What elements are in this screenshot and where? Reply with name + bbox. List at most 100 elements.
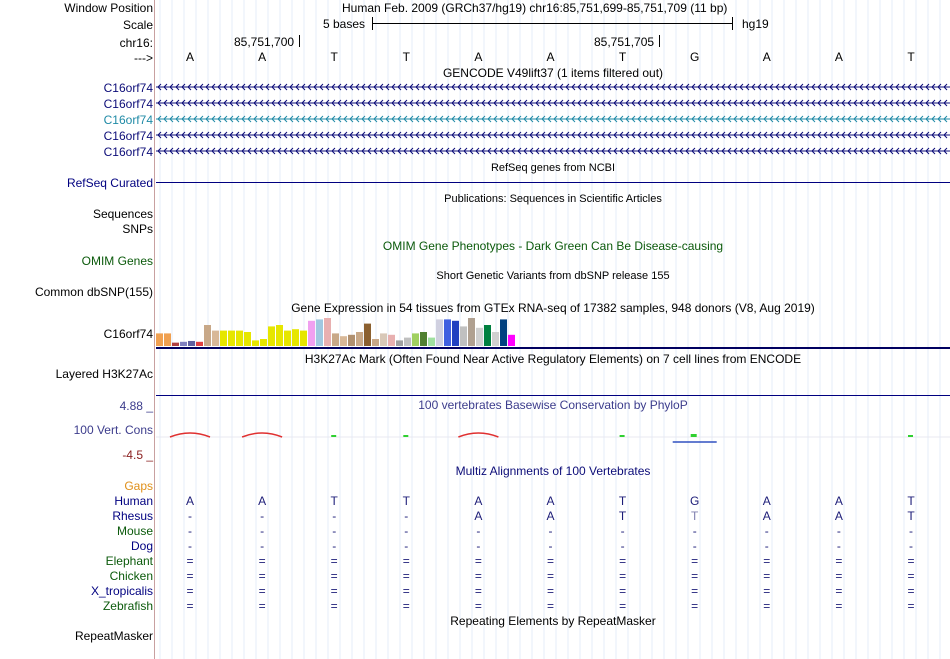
chrom-label: chr16: xyxy=(119,36,153,50)
multiz-aligned-base: = xyxy=(186,554,194,568)
multiz-aligned-base: - xyxy=(692,539,697,553)
multiz-species-label[interactable]: Zebrafish xyxy=(102,599,153,613)
multiz-aligned-base: - xyxy=(909,539,913,553)
coord-2: 85,751,705 xyxy=(594,35,655,49)
sequences-label[interactable]: Sequences xyxy=(92,207,153,221)
gtex-tissue-bar xyxy=(420,332,427,346)
repeatmasker-label[interactable]: RepeatMasker xyxy=(74,629,153,643)
multiz-aligned-base: = xyxy=(835,584,843,598)
multiz-aligned-base: = xyxy=(258,554,266,568)
gtex-tissue-bar xyxy=(292,329,299,346)
gtex-tissue-bar xyxy=(492,332,499,346)
refseq-track-line[interactable] xyxy=(156,182,950,183)
multiz-aligned-base: = xyxy=(619,599,627,613)
multiz-aligned-base: A xyxy=(474,509,483,523)
multiz-aligned-base: - xyxy=(764,539,769,553)
gtex-tissue-bar xyxy=(196,341,203,346)
multiz-title: Multiz Alignments of 100 Vertebrates xyxy=(455,464,651,478)
multiz-species-label[interactable]: Mouse xyxy=(116,524,153,538)
multiz-aligned-base: - xyxy=(404,509,409,523)
multiz-aligned-base: = xyxy=(330,554,338,568)
sequence-base: A xyxy=(546,50,555,64)
multiz-aligned-base: = xyxy=(258,599,266,613)
multiz-aligned-base: - xyxy=(476,524,481,538)
gtex-bar-chart[interactable] xyxy=(156,316,536,346)
snps-label[interactable]: SNPs xyxy=(122,222,153,236)
gencode-strand-arrows xyxy=(157,131,948,139)
window-position-value: Human Feb. 2009 (GRCh37/hg19) chr16:85,7… xyxy=(342,1,728,15)
scale-bar-left-tick xyxy=(372,17,373,30)
multiz-aligned-base: = xyxy=(763,584,771,598)
multiz-species-label[interactable]: Rhesus xyxy=(112,509,153,523)
multiz-aligned-base: T xyxy=(330,494,338,508)
gtex-title: Gene Expression in 54 tissues from GTEx … xyxy=(291,301,815,315)
multiz-aligned-base: A xyxy=(762,509,771,523)
multiz-aligned-base: - xyxy=(548,539,553,553)
multiz-aligned-base: = xyxy=(907,569,915,583)
gtex-tissue-bar xyxy=(204,325,211,346)
multiz-aligned-base: = xyxy=(835,554,843,568)
multiz-aligned-base: = xyxy=(402,554,410,568)
gtex-tissue-bar xyxy=(332,333,339,346)
gtex-tissue-bar xyxy=(276,325,283,346)
refseq-label[interactable]: RefSeq Curated xyxy=(66,176,153,190)
coord-1-tick xyxy=(299,35,300,47)
sequence-base: T xyxy=(330,50,338,64)
multiz-aligned-base: = xyxy=(835,569,843,583)
gencode-gene-tracks[interactable] xyxy=(156,80,950,160)
scale-bar xyxy=(372,23,732,24)
multiz-species-label[interactable]: Elephant xyxy=(105,554,153,568)
multiz-aligned-base: - xyxy=(836,539,841,553)
multiz-species-label[interactable]: X_tropicalis xyxy=(90,584,153,598)
multiz-species-label[interactable]: Dog xyxy=(130,539,153,553)
gtex-tissue-bar xyxy=(308,320,315,346)
sequence-base: G xyxy=(690,50,700,64)
multiz-aligned-base: = xyxy=(402,569,410,583)
multiz-aligned-base: - xyxy=(332,509,337,523)
h3k27ac-title: H3K27Ac Mark (Often Found Near Active Re… xyxy=(304,352,802,366)
gencode-gene-label-3[interactable]: C16orf74 xyxy=(103,113,153,127)
multiz-aligned-base: = xyxy=(330,584,338,598)
dbsnp-label[interactable]: Common dbSNP(155) xyxy=(34,285,153,299)
gtex-tissue-bar xyxy=(340,336,347,346)
multiz-species-label[interactable]: Chicken xyxy=(109,569,153,583)
gtex-tissue-bar xyxy=(436,319,443,346)
multiz-aligned-base: A xyxy=(185,494,194,508)
gtex-gene-label[interactable]: C16orf74 xyxy=(103,327,153,341)
gtex-tissue-bar xyxy=(388,334,395,346)
multiz-aligned-base: - xyxy=(332,539,337,553)
gtex-tissue-bar xyxy=(476,327,483,346)
multiz-aligned-base: = xyxy=(619,584,627,598)
gencode-gene-label-1[interactable]: C16orf74 xyxy=(103,81,153,95)
multiz-aligned-base: = xyxy=(474,569,482,583)
multiz-aligned-base: - xyxy=(548,524,553,538)
multiz-aligned-base: T xyxy=(907,494,915,508)
gtex-tissue-bar xyxy=(260,339,267,346)
gaps-label[interactable]: Gaps xyxy=(124,479,153,493)
phylop-track[interactable] xyxy=(156,425,950,450)
sequence-base: T xyxy=(907,50,915,64)
multiz-aligned-base: = xyxy=(474,554,482,568)
gtex-tissue-bar xyxy=(180,341,187,346)
phylop-conservation-peak xyxy=(241,432,283,438)
gtex-tissue-bar xyxy=(268,326,275,346)
multiz-species-label[interactable]: Human xyxy=(114,494,153,508)
phylop-label[interactable]: 100 Vert. Cons xyxy=(73,423,153,437)
omim-label[interactable]: OMIM Genes xyxy=(81,254,153,268)
h3k27ac-label[interactable]: Layered H3K27Ac xyxy=(55,367,153,381)
multiz-aligned-base: - xyxy=(188,524,192,538)
phylop-conservation-mark xyxy=(690,434,697,437)
multiz-aligned-base: = xyxy=(258,584,266,598)
sequence-base: T xyxy=(402,50,410,64)
gencode-gene-label-5[interactable]: C16orf74 xyxy=(103,145,153,159)
scale-bar-right-tick xyxy=(732,17,733,30)
multiz-aligned-base: T xyxy=(618,509,627,523)
phylop-title: 100 vertebrates Basewise Conservation by… xyxy=(418,398,688,412)
gtex-tissue-bar xyxy=(164,333,171,346)
gencode-gene-label-2[interactable]: C16orf74 xyxy=(103,97,153,111)
gencode-gene-label-4[interactable]: C16orf74 xyxy=(103,129,153,143)
multiz-aligned-base: - xyxy=(476,539,481,553)
strand-label: ---> xyxy=(134,51,153,65)
multiz-aligned-base: - xyxy=(188,509,192,523)
gtex-tissue-bar xyxy=(468,318,475,346)
